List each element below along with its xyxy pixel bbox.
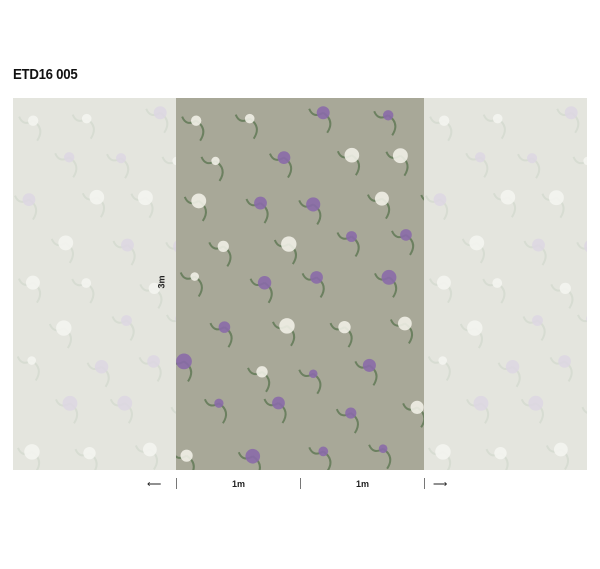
- flower: [397, 316, 412, 331]
- flower: [257, 276, 272, 290]
- dimension-tick: [424, 478, 425, 489]
- flower: [345, 407, 357, 419]
- floral-pattern: [176, 98, 424, 470]
- flower: [211, 156, 220, 166]
- flower: [254, 196, 267, 210]
- wallpaper-preview-left-faded: [13, 98, 176, 470]
- arrow-right-icon: ⟶: [433, 479, 448, 490]
- flower: [306, 197, 321, 212]
- wallpaper-panel-main: [176, 98, 424, 470]
- flower: [214, 398, 224, 408]
- flower: [344, 147, 360, 163]
- flower: [272, 396, 285, 410]
- flower: [392, 148, 408, 164]
- width-label-1: 1m: [232, 479, 246, 489]
- flower: [191, 193, 207, 209]
- flower: [245, 448, 261, 464]
- product-code-title: ETD16 005: [13, 66, 78, 83]
- flower: [180, 449, 193, 462]
- flower: [374, 191, 389, 206]
- flower: [318, 446, 329, 457]
- flower: [218, 321, 231, 333]
- flower: [310, 271, 323, 284]
- dimension-tick: [300, 478, 301, 489]
- flower: [346, 231, 357, 242]
- flower: [244, 113, 255, 124]
- flower: [190, 272, 200, 281]
- flower: [279, 318, 295, 334]
- flower: [281, 236, 297, 252]
- flower: [316, 106, 330, 120]
- flower: [217, 240, 229, 253]
- arrow-left-icon: ⟵: [147, 479, 162, 490]
- flower: [378, 444, 388, 454]
- dimension-tick: [176, 478, 177, 489]
- flower: [338, 320, 351, 334]
- flower: [400, 229, 412, 241]
- width-label-2: 1m: [356, 479, 370, 489]
- flower: [362, 358, 376, 372]
- flower: [256, 366, 268, 378]
- flower: [381, 269, 397, 285]
- wallpaper-preview-right-faded: [424, 98, 587, 470]
- flower: [308, 369, 318, 378]
- flower: [190, 115, 202, 126]
- flower: [410, 400, 424, 414]
- flower: [176, 353, 192, 370]
- flower: [383, 110, 394, 121]
- flower: [277, 151, 291, 164]
- height-dimension-label: 3m: [156, 275, 167, 289]
